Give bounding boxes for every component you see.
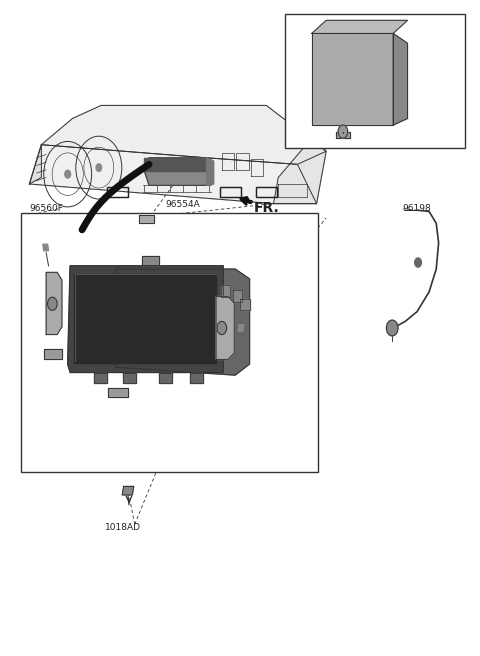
Text: FR.: FR. (253, 201, 279, 215)
Text: 96155D: 96155D (27, 235, 63, 244)
Polygon shape (238, 325, 244, 331)
Text: 96560F: 96560F (29, 205, 63, 213)
Polygon shape (144, 158, 211, 185)
Text: 96173: 96173 (106, 405, 135, 415)
Text: 96198: 96198 (403, 205, 432, 213)
Circle shape (48, 297, 57, 310)
Polygon shape (221, 285, 230, 297)
Circle shape (338, 125, 348, 138)
Polygon shape (108, 388, 128, 398)
Polygon shape (123, 373, 136, 383)
Polygon shape (393, 33, 408, 125)
Text: 1018AD: 1018AD (105, 522, 141, 531)
Polygon shape (274, 138, 326, 203)
Polygon shape (41, 106, 326, 165)
Polygon shape (46, 272, 62, 335)
Polygon shape (43, 244, 48, 251)
Polygon shape (94, 373, 108, 383)
Bar (21, 213, 318, 472)
Circle shape (217, 321, 227, 335)
Polygon shape (312, 33, 393, 125)
Polygon shape (144, 158, 206, 171)
Polygon shape (140, 215, 154, 223)
Polygon shape (216, 297, 234, 359)
Text: 96173: 96173 (27, 359, 56, 369)
Polygon shape (240, 298, 250, 310)
Circle shape (415, 258, 421, 267)
Text: 95770J: 95770J (331, 17, 365, 28)
Polygon shape (29, 145, 317, 203)
Polygon shape (74, 274, 216, 363)
Polygon shape (206, 158, 214, 185)
Circle shape (386, 320, 398, 336)
Polygon shape (44, 349, 62, 359)
Polygon shape (116, 269, 250, 375)
Polygon shape (158, 373, 172, 383)
Polygon shape (29, 106, 326, 203)
Polygon shape (312, 20, 408, 33)
Polygon shape (336, 132, 350, 138)
Circle shape (65, 171, 71, 178)
Text: 96155E: 96155E (223, 317, 258, 326)
Polygon shape (29, 145, 41, 184)
Text: 96554A: 96554A (166, 201, 201, 209)
Polygon shape (68, 266, 223, 373)
Circle shape (96, 164, 102, 171)
Polygon shape (233, 290, 242, 302)
Polygon shape (142, 256, 158, 264)
Text: 1339CC: 1339CC (311, 131, 349, 141)
Bar (286, 14, 465, 148)
Polygon shape (190, 373, 203, 383)
Polygon shape (122, 486, 134, 495)
